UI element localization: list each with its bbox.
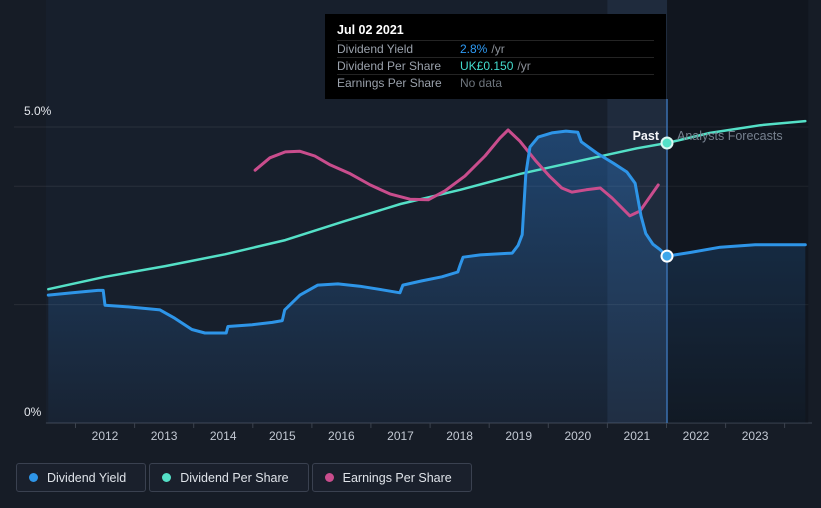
x-axis-year-label-2012: 2012 <box>91 429 119 443</box>
forecast-region-shade <box>667 0 809 423</box>
legend: Dividend Yield Dividend Per Share Earnin… <box>16 463 472 492</box>
tooltip-row-earnings-per-share: Earnings Per Share No data <box>337 74 654 91</box>
earnings-per-share-line <box>253 128 660 218</box>
tooltip-row-dividend-per-share: Dividend Per Share UK£0.150 /yr <box>337 57 654 74</box>
selected-point-markers[interactable] <box>660 136 674 263</box>
x-axis-year-label-2015: 2015 <box>268 429 296 443</box>
marker-dot-dividend-yield[interactable] <box>660 249 674 263</box>
legend-item-dividend-yield[interactable]: Dividend Yield <box>16 463 147 492</box>
dividend-per-share-line <box>47 119 807 291</box>
legend-label: Dividend Yield <box>47 470 127 485</box>
dividend-per-share-dot-icon <box>162 473 172 482</box>
legend-label: Earnings Per Share <box>342 470 452 485</box>
y-axis-bottom-label: 0% <box>24 405 42 419</box>
dividend-yield-line <box>46 129 807 335</box>
y-axis-top-label: 5.0% <box>24 104 52 118</box>
tooltip-value: 2.8% <box>460 42 488 56</box>
tooltip-value: UK£0.150 <box>460 59 514 73</box>
x-axis-year-label-2018: 2018 <box>446 429 473 443</box>
dividend-yield-dot-icon <box>29 473 38 482</box>
legend-item-dividend-per-share[interactable]: Dividend Per Share <box>149 463 309 492</box>
x-axis-year-label-2020: 2020 <box>564 429 592 443</box>
x-axis-ticks <box>75 423 786 428</box>
x-axis-year-label-2022: 2022 <box>682 429 710 443</box>
analysts-forecasts-label: Analysts Forecasts <box>677 129 783 143</box>
x-axis-year-label-2016: 2016 <box>328 429 355 443</box>
tooltip-date: Jul 02 2021 <box>337 23 404 37</box>
marker-dot-dividend-per-share[interactable] <box>660 136 674 150</box>
past-region-label: Past <box>632 129 659 143</box>
legend-label: Dividend Per Share <box>180 470 289 485</box>
tooltip-suffix: /yr <box>517 59 531 73</box>
tooltip-label: Dividend Per Share <box>337 59 442 73</box>
tooltip: Jul 02 2021 Dividend Yield 2.8% /yr Divi… <box>325 14 666 99</box>
tooltip-label: Earnings Per Share <box>337 76 442 90</box>
legend-item-earnings-per-share[interactable]: Earnings Per Share <box>311 463 472 492</box>
tooltip-row-dividend-yield: Dividend Yield 2.8% /yr <box>337 40 654 57</box>
tooltip-suffix: /yr <box>491 42 505 56</box>
x-axis-year-label-2019: 2019 <box>505 429 533 443</box>
x-axis-year-label-2014: 2014 <box>209 429 237 443</box>
x-axis-year-label-2013: 2013 <box>150 429 178 443</box>
earnings-per-share-dot-icon <box>324 473 334 482</box>
tooltip-label: Dividend Yield <box>337 42 414 56</box>
x-axis-year-label-2017: 2017 <box>387 429 414 443</box>
x-axis-year-label-2023: 2023 <box>741 429 769 443</box>
x-axis-year-label-2021: 2021 <box>623 429 651 443</box>
tooltip-value: No data <box>460 76 503 90</box>
